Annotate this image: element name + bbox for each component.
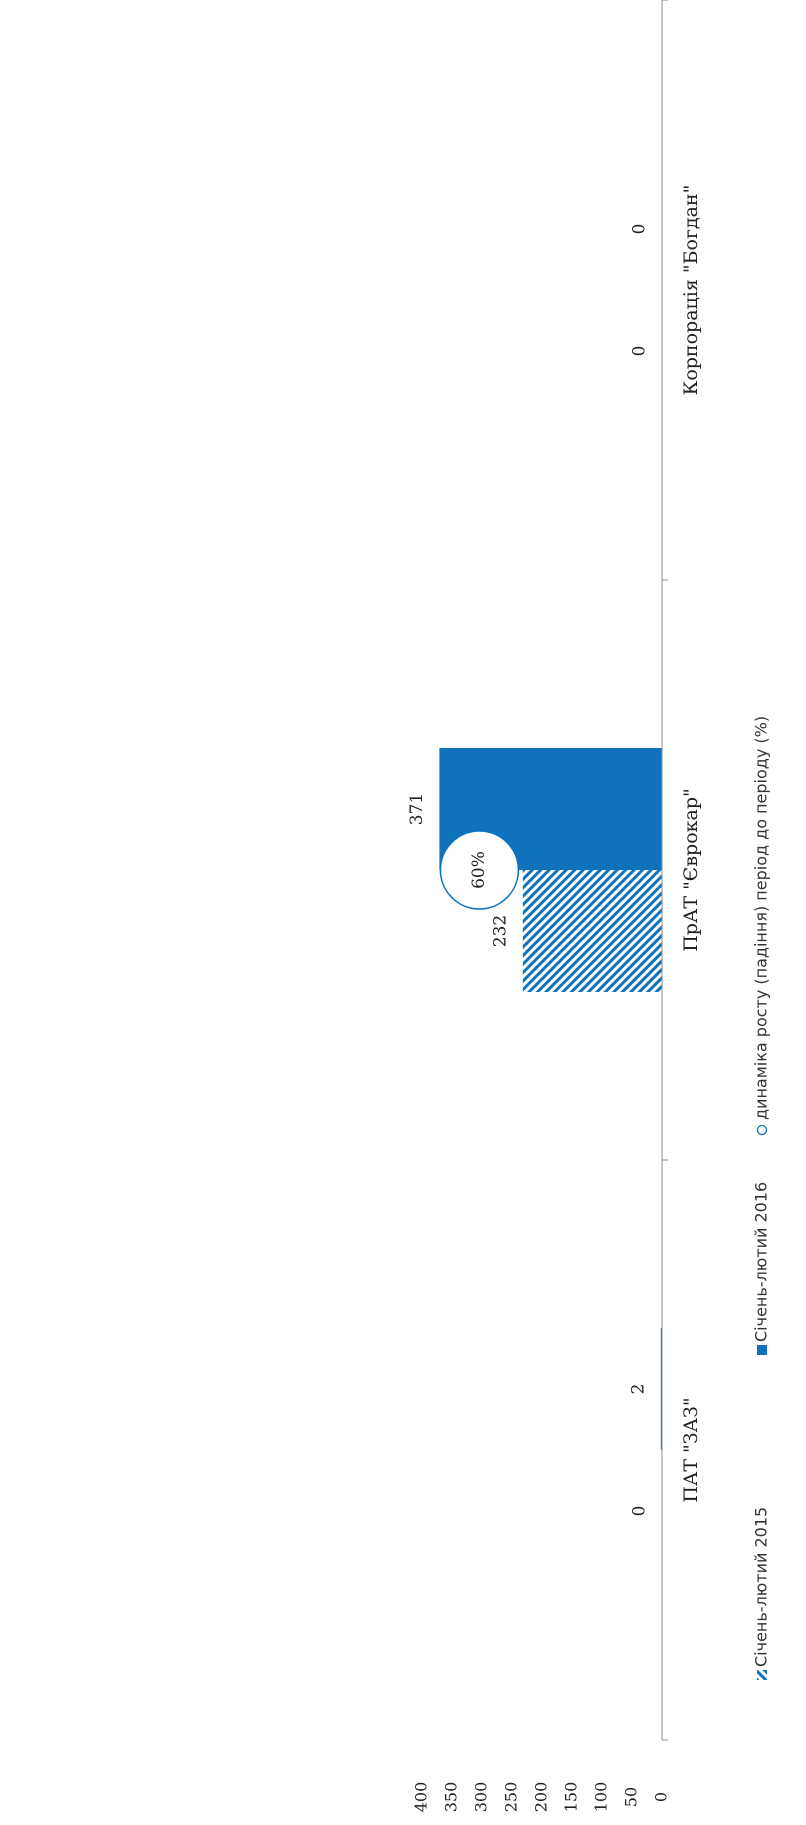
value-tick-label: 400 — [412, 1782, 431, 1813]
category-label-2: Корпорація "Богдан" — [680, 185, 702, 396]
growth-marker — [439, 830, 520, 910]
value-label: 0 — [630, 346, 650, 357]
category-label-0: ПАТ "ЗАЗ" — [680, 1397, 702, 1502]
value-tick-label: 50 — [622, 1787, 641, 1807]
legend-item-2016: Січень-лютий 2016 — [752, 1182, 771, 1355]
growth-label: 60% — [469, 851, 489, 889]
legend-item-2015: Січень-лютий 2015 — [752, 1507, 771, 1680]
value-label: 0 — [630, 1506, 650, 1517]
legend-swatch-circle — [756, 1124, 768, 1136]
value-label: 0 — [630, 224, 650, 235]
legend-item-growth: динаміка росту (падіння) період до періо… — [752, 716, 771, 1136]
value-label: 232 — [490, 915, 510, 947]
bar-2016-cat-0 — [660, 1328, 662, 1450]
value-tick-label: 100 — [592, 1782, 611, 1813]
bar-2015-cat-1 — [522, 870, 662, 992]
value-tick-label: 150 — [562, 1782, 581, 1813]
category-label-1: ПрАТ "Єврокар" — [680, 788, 702, 952]
legend-label: Січень-лютий 2015 — [752, 1507, 771, 1667]
legend-label: динаміка росту (падіння) період до періо… — [752, 716, 771, 1120]
value-label: 371 — [407, 793, 427, 825]
legend-swatch-hatched — [757, 1670, 767, 1680]
legend-swatch-solid — [757, 1345, 767, 1355]
legend-label: Січень-лютий 2016 — [752, 1182, 771, 1342]
value-tick-label: 250 — [502, 1782, 521, 1813]
value-tick-label: 300 — [472, 1782, 491, 1813]
value-label: 2 — [628, 1384, 648, 1395]
value-tick-label: 350 — [442, 1782, 461, 1813]
value-tick-label: 200 — [532, 1782, 551, 1813]
value-tick-label: 0 — [652, 1792, 671, 1802]
